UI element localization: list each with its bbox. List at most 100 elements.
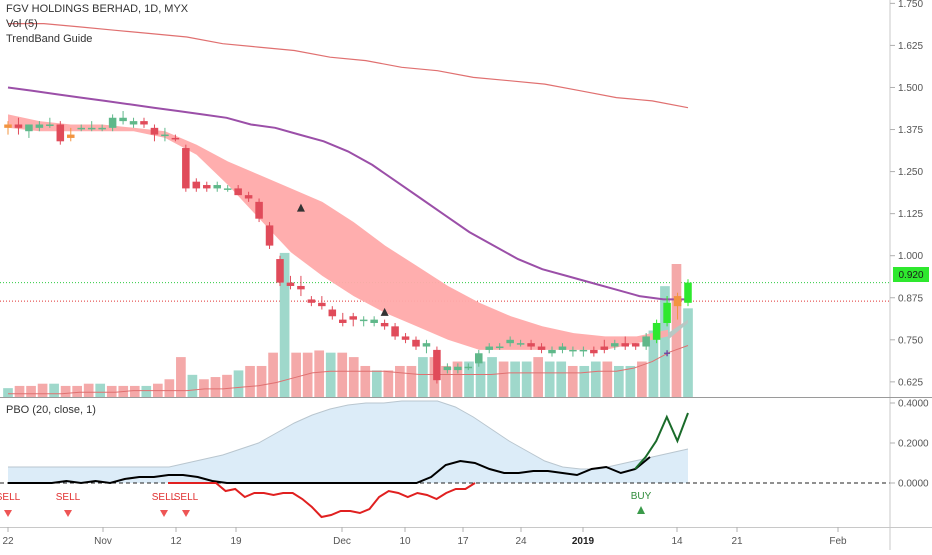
candle-body — [380, 322, 389, 327]
candle-body — [129, 121, 138, 125]
volume-bar — [498, 361, 509, 397]
time-tick-label-12: 12 — [170, 536, 182, 547]
volume-legend[interactable]: Vol (5) — [6, 18, 38, 30]
candle-body — [171, 137, 180, 140]
volume-bar — [106, 385, 117, 397]
time-tick-label-17: 17 — [457, 536, 469, 547]
candle-body — [213, 185, 221, 189]
candle-body — [422, 343, 431, 347]
volume-average-line — [8, 345, 689, 395]
sell-signal-arrow — [160, 510, 168, 517]
volume-bar — [268, 352, 278, 397]
time-tick-label-22: 22 — [2, 536, 14, 547]
time-tick-label-Dec: Dec — [333, 536, 351, 547]
candle-body — [443, 366, 452, 371]
time-tick-label-Nov: Nov — [94, 536, 112, 547]
volume-bar — [129, 385, 140, 397]
sell-signal-arrow — [4, 510, 12, 517]
volume-bar — [487, 357, 497, 397]
candle-body — [161, 134, 169, 137]
volume-bar — [83, 383, 94, 397]
pbo-pane[interactable]: SELLSELLSELLSELLBUY — [0, 400, 890, 519]
pbo-tick-label-0.2000: 0.2000 — [898, 439, 929, 450]
price-axis-labels[interactable]: 1.750 1.625 1.500 1.375 1.250 1.125 1.000 0.875… — [890, 0, 923, 388]
trendband-legend[interactable]: TrendBand Guide — [6, 33, 93, 45]
volume-bar — [371, 370, 382, 397]
pbo-axis-labels[interactable]: 0.4000 0.2000 0.0000 — [890, 399, 929, 490]
candle-body — [401, 336, 410, 340]
candle-body — [25, 124, 33, 132]
volume-bar — [348, 357, 359, 397]
volume-bar — [683, 308, 693, 397]
candle-body — [412, 339, 420, 347]
candle-body — [14, 124, 23, 128]
price-tick-label-1.500: 1.500 — [898, 83, 923, 94]
price-tick-label-0.750: 0.750 — [898, 335, 923, 346]
candle-body — [537, 346, 546, 350]
volume-bar — [637, 361, 647, 397]
volume-bar — [279, 252, 290, 397]
volume-bar — [325, 352, 336, 397]
pbo-envelope-line — [8, 400, 689, 470]
volume-bar — [556, 361, 567, 397]
moving-average-red — [8, 23, 689, 109]
volume-bar — [567, 365, 578, 397]
volume-bar — [510, 361, 520, 397]
price-tick-label-1.375: 1.375 — [898, 125, 923, 136]
sell-signal-arrow — [64, 510, 72, 517]
candle-body — [642, 336, 650, 347]
volume-bar — [452, 361, 463, 397]
price-pane[interactable] — [3, 23, 693, 397]
pbo-green-line — [634, 412, 689, 470]
volume-bar — [464, 361, 474, 397]
candle-body — [506, 339, 514, 344]
sell-signal-label: SELL — [152, 492, 177, 503]
trend-band — [8, 114, 668, 350]
volume-bar — [141, 385, 152, 397]
price-tick-label-1.250: 1.250 — [898, 167, 923, 178]
candle-body — [495, 346, 504, 349]
candle-body — [684, 282, 692, 303]
candle-body — [558, 346, 567, 350]
volume-bar — [199, 379, 209, 397]
candle-body — [307, 299, 316, 303]
candle-body — [4, 124, 12, 128]
candle-body — [182, 148, 190, 189]
candle-body — [527, 343, 535, 347]
volume-bar — [533, 357, 544, 397]
time-tick-label-14: 14 — [671, 536, 683, 547]
time-axis-labels[interactable]: 22 Nov 12 19 Dec 10 17 24 2019 14 21 Feb — [2, 527, 847, 547]
symbol-legend[interactable]: FGV HOLDINGS BERHAD, 1D, MYX — [6, 3, 189, 15]
candle-body — [370, 319, 378, 323]
trend-band-tip — [668, 319, 688, 340]
candle-body — [234, 188, 242, 196]
candle-body — [192, 181, 201, 189]
volume-bar — [222, 374, 232, 397]
volume-bar — [660, 286, 670, 397]
volume-bar — [37, 383, 48, 397]
candle-body — [140, 121, 148, 125]
candle-body — [328, 309, 337, 317]
volume-bar — [256, 365, 267, 397]
candle-body — [464, 366, 473, 369]
candle-body — [297, 285, 305, 290]
candle-body — [673, 296, 682, 307]
volume-bar — [3, 388, 13, 397]
candle-body — [433, 349, 441, 381]
sell-signal-arrow — [182, 510, 190, 517]
candle-body — [46, 124, 54, 126]
volume-bar — [176, 357, 186, 397]
volume-bar — [602, 361, 613, 397]
candle-body — [119, 117, 127, 122]
signal-marker-cross — [664, 350, 671, 357]
buy-signal-arrow — [637, 506, 645, 514]
pbo-legend[interactable]: PBO (20, close, 1) — [6, 404, 96, 416]
pbo-envelope-area — [8, 401, 688, 483]
candle-body — [349, 316, 357, 320]
candle-body — [485, 346, 493, 350]
volume-bar — [383, 370, 394, 397]
candle-body — [600, 346, 609, 350]
candle-body — [590, 349, 598, 354]
